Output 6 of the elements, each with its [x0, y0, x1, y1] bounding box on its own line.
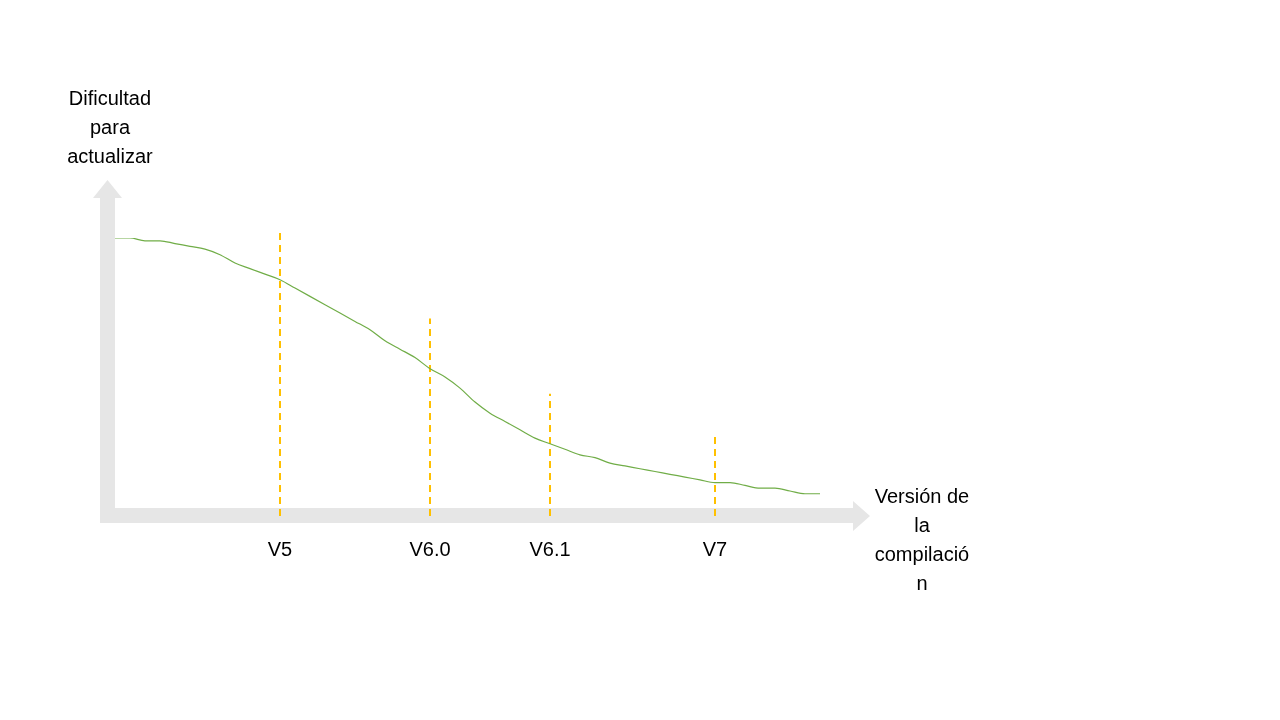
x-tick-label: V6.0 — [409, 537, 451, 560]
x-tick-label: V5 — [267, 537, 293, 560]
x-axis-title: Versión de la compilación — [873, 484, 971, 596]
y-axis-title: Dificultad para actualizar — [66, 86, 154, 169]
x-tick-label: V7 — [702, 537, 728, 560]
x-tick-label: V6.1 — [529, 537, 571, 560]
